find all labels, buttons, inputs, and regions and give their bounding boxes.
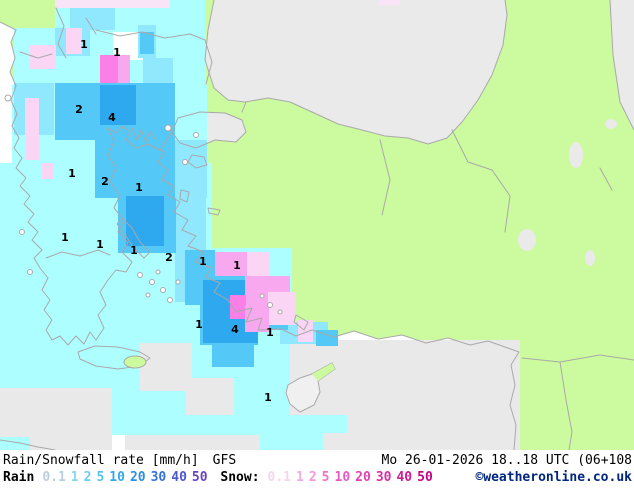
rain-scale-value-40: 40 <box>171 470 187 485</box>
snow-scale-value-1: 1 <box>296 470 304 485</box>
snow-scale-value-2: 2 <box>308 470 317 485</box>
rain-scale-value-20: 20 <box>129 470 146 485</box>
precip-value-label: 1 <box>61 231 69 244</box>
footer-legend-row: Rain 0.1 1 2 5 10 20 30 40 50 Snow: 0.1 1 2 5 10 20 30 40… <box>3 470 634 486</box>
snow-scale-value-50: 50 <box>417 470 433 485</box>
rain-scale: 0.1 1 2 5 10 20 30 40 50 <box>42 470 212 485</box>
rain-scale-value-1: 1 <box>70 470 79 485</box>
snow-scale-value-30: 30 <box>375 470 392 485</box>
precip-value-label: 1 <box>233 259 241 272</box>
lake <box>605 119 617 129</box>
precip-cell-rain_5 <box>140 32 154 54</box>
precip-cell-snow_5 <box>100 55 118 83</box>
precip-cell-rain_5 <box>95 140 175 198</box>
precip-value-label: 1 <box>264 391 272 404</box>
rain-scale-value-50: 50 <box>191 470 208 485</box>
precip-cell-rain_5 <box>212 343 254 367</box>
snow-scale-value-20: 20 <box>355 470 371 485</box>
footer-title-row: Rain/Snowfall rate [mm/h] GFS Mo 26-01-20… <box>3 453 634 469</box>
precip-cell-rain_10 <box>100 85 136 125</box>
precip-cell-rain_1 <box>0 437 30 450</box>
precip-value-label: 4 <box>231 323 239 336</box>
precip-cell-snow_1 <box>268 292 296 325</box>
lake <box>585 250 595 266</box>
precip-value-label: 1 <box>266 326 274 339</box>
precip-value-label: 1 <box>199 255 207 268</box>
crete-land <box>123 355 147 369</box>
precip-cell-rain_10 <box>126 196 164 246</box>
precip-cell-snow_1 <box>42 163 54 179</box>
rain-scale-value-5: 5 <box>96 470 105 485</box>
coastline-layer <box>0 0 634 450</box>
lake <box>569 142 583 168</box>
borders-rivers <box>0 7 634 450</box>
precip-value-label: 2 <box>101 175 109 188</box>
map-datetime: Mo 26-01-2026 18..18 UTC (06+108 <box>381 453 632 468</box>
precip-cell-rain_trace <box>290 340 520 450</box>
snow-scale-label: Snow: <box>220 470 260 485</box>
precip-value-label: 1 <box>135 181 143 194</box>
rain-scale-label: Rain <box>3 470 35 485</box>
precip-cell-rain_1 <box>260 418 323 450</box>
precipitation-map: 1 1 2 4 1 2 1 1 1 1 2 1 1 1 4 1 1 <box>0 0 634 450</box>
precip-cell-snow_2 <box>118 55 130 83</box>
cyclades-islets <box>4 94 283 315</box>
chios <box>179 189 190 203</box>
copyright: ©weatheronline.co.uk <box>475 470 632 485</box>
precip-cell-snow_1 <box>66 28 82 54</box>
precip-cell-snow_5 <box>230 295 246 319</box>
snow-scale-value-10: 10 <box>334 470 351 485</box>
precip-value-label: 1 <box>130 244 138 257</box>
model-name: GFS <box>212 453 237 468</box>
black-sea <box>205 0 507 144</box>
rain-scale-value-30: 30 <box>150 470 167 485</box>
map-title-group: Rain/Snowfall rate [mm/h] GFS <box>3 453 236 468</box>
precip-cell-snow_1 <box>298 320 313 342</box>
precip-value-label: 2 <box>165 251 173 264</box>
precipitation-value-labels: 1 1 2 4 1 2 1 1 1 1 2 1 1 1 4 1 1 <box>61 38 274 404</box>
legend: Rain 0.1 1 2 5 10 20 30 40 50 Snow: 0.1 1 2 5 10 20 30 40… <box>3 470 438 485</box>
precip-value-label: 1 <box>195 318 203 331</box>
precip-value-label: 4 <box>108 111 116 124</box>
snow-scale-value-40: 40 <box>396 470 413 485</box>
snow-scale-value-5: 5 <box>321 470 330 485</box>
precip-cell-snow_trace <box>378 0 400 5</box>
cyprus-green-tip <box>312 363 335 381</box>
precip-value-label: 1 <box>113 46 121 59</box>
precip-cell-snow_1 <box>25 98 39 160</box>
precip-cell-rain_trace <box>140 343 192 391</box>
precip-cell-rain_trace <box>186 378 234 418</box>
precip-cell-rain_5 <box>316 330 338 346</box>
precip-value-label: 2 <box>75 103 83 116</box>
black-sea-coast <box>159 0 634 151</box>
islands <box>4 94 336 413</box>
footer: Rain/Snowfall rate [mm/h] GFS Mo 26-01-20… <box>0 450 634 490</box>
precip-cell-snow_2 <box>215 252 247 276</box>
rain-scale-value-0.1: 0.1 <box>42 470 66 485</box>
rhodes <box>293 314 309 331</box>
snow-scale: 0.1 1 2 5 10 20 30 40 50 <box>268 470 438 485</box>
rain-scale-value-10: 10 <box>109 470 125 485</box>
map-canvas: 1 1 2 4 1 2 1 1 1 1 2 1 1 1 4 1 1 <box>0 0 634 450</box>
coastline <box>0 21 520 450</box>
precip-value-label: 1 <box>96 238 104 251</box>
snow-scale-value-0.1: 0.1 <box>267 470 292 485</box>
precip-cell-snow_1 <box>247 252 269 276</box>
black-sea-east <box>610 0 634 130</box>
precip-value-label: 1 <box>80 38 88 51</box>
euboea <box>116 217 151 259</box>
lesbos <box>187 154 208 169</box>
precip-value-label: 1 <box>68 167 76 180</box>
samos <box>207 207 221 216</box>
precip-cell-snow_trace <box>55 0 170 8</box>
lake <box>518 229 536 251</box>
precipitation-cells <box>0 0 520 450</box>
map-title: Rain/Snowfall rate [mm/h] <box>3 453 199 468</box>
rain-scale-value-2: 2 <box>83 470 92 485</box>
